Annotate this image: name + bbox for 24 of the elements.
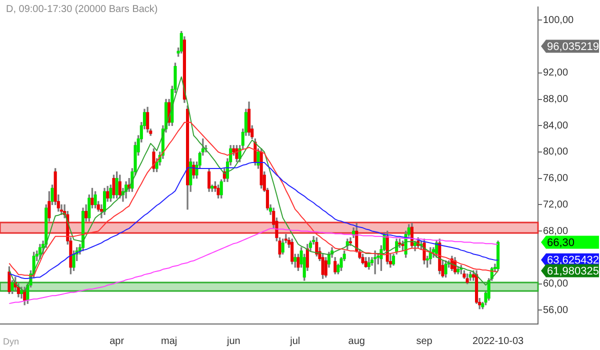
text: 66,30 [547, 236, 575, 249]
text: 96,035219 [547, 40, 599, 53]
y-tick-label: 80,00 [543, 146, 568, 158]
y-tick-label: 100,00 [543, 14, 574, 26]
x-tick-label: maj [161, 336, 178, 347]
x-tick-label: apr [110, 336, 125, 347]
text: 61,980325 [547, 265, 599, 278]
y-tick-label: 88,00 [543, 94, 568, 106]
x-tick-label: jul [289, 336, 300, 347]
y-tick-label: 84,00 [543, 120, 568, 132]
y-tick-label: 92,00 [543, 68, 568, 79]
y-tick-label: 68,00 [543, 226, 568, 237]
x-tick-label: 2022-10-03 [472, 336, 524, 347]
x-tick-label: sep [416, 336, 433, 347]
y-tick-label: 76,00 [543, 173, 568, 184]
chart-title: D, 09:00-17:30 (20000 Bars Back) [6, 4, 158, 15]
text: Dyn [3, 336, 20, 346]
x-tick-label: aug [348, 336, 365, 347]
y-tick-label: 60,00 [543, 278, 568, 290]
y-tick-label: 56,00 [543, 304, 568, 316]
text: 63,625432 [547, 254, 599, 266]
x-tick-label: jun [226, 336, 240, 347]
y-tick-label: 72,00 [543, 199, 568, 210]
candlestick [374, 250, 377, 274]
